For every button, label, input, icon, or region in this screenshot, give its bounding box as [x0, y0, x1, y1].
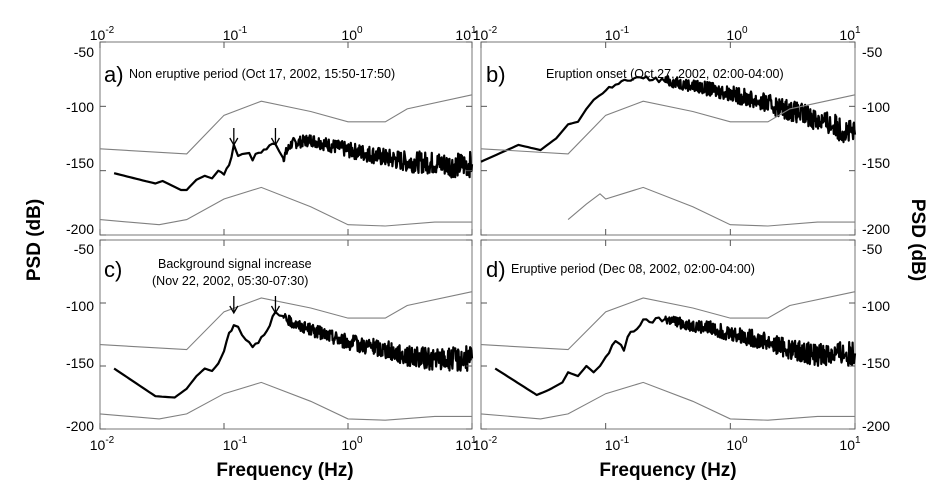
x-tick-bottom-c-2: 100 — [341, 435, 363, 453]
x-tick-top-b-0: 10-2 — [473, 25, 498, 43]
x-tick-bottom-d-3: 101 — [839, 435, 861, 453]
y-tick-right-top-2: -150 — [862, 155, 890, 171]
x-tick-top-a-3: 101 — [455, 25, 477, 43]
x-tick-bottom-c-1: 10-1 — [223, 435, 248, 453]
panel-a-series-2-noise-bound — [99, 186, 472, 227]
panel-a-ticks — [99, 41, 473, 236]
panel-d-series-0-psd — [494, 315, 857, 397]
y-tick-right-bottom-0: -50 — [862, 241, 882, 257]
panel-a-series-1-noise-bound — [99, 94, 473, 155]
panel-d-series-2-noise-bound — [480, 381, 855, 421]
panel-b-ticks — [480, 41, 856, 236]
x-tick-top-a-1: 10-1 — [223, 25, 248, 43]
series-layer — [99, 75, 857, 421]
y-tick-left-top-0: -50 — [74, 44, 94, 60]
x-tick-top-b-1: 10-1 — [605, 25, 630, 43]
panel-d-label: d) — [486, 257, 506, 282]
panel-b-title: Eruption onset (Oct 27, 2002, 02:00-04:0… — [546, 67, 784, 81]
x-tick-bottom-c-0: 10-2 — [90, 435, 115, 453]
panel-d-title: Eruptive period (Dec 08, 2002, 02:00-04:… — [511, 262, 755, 276]
x-axis-label-left: Frequency (Hz) — [216, 460, 353, 481]
y-tick-left-bottom-3: -200 — [66, 418, 94, 434]
y-tick-left-top-2: -150 — [66, 155, 94, 171]
panel-b-frame — [480, 41, 856, 236]
x-tick-top-b-2: 100 — [726, 25, 748, 43]
panel-c-arrow-0 — [229, 296, 239, 315]
y-tick-left-bottom-0: -50 — [74, 241, 94, 257]
panel-c-arrow-1 — [270, 296, 281, 315]
panel-c-series-2-noise-bound — [99, 381, 472, 421]
panel-a-arrow-0 — [229, 128, 239, 147]
x-tick-top-b-3: 101 — [839, 25, 861, 43]
panel-c-title: Background signal increase — [158, 257, 312, 271]
y-tick-left-bottom-1: -100 — [66, 298, 94, 314]
panel-c-ticks — [99, 239, 473, 430]
panel-a-arrow-1 — [270, 128, 281, 147]
y-tick-right-bottom-1: -100 — [862, 298, 890, 314]
y-tick-right-top-3: -200 — [862, 221, 890, 237]
y-tick-right-bottom-2: -150 — [862, 355, 890, 371]
panel-c-title-line2: (Nov 22, 2002, 05:30-07:30) — [152, 274, 308, 288]
panel-c-label: c) — [104, 257, 122, 282]
panel-a-frame — [99, 41, 473, 236]
y-axis-label-left: PSD (dB) — [24, 199, 45, 281]
x-axis-label-right: Frequency (Hz) — [599, 460, 736, 481]
y-tick-left-top-1: -100 — [66, 99, 94, 115]
tick-layer: 10-2 10-2 10-2 10-2 10-1 10-1 10-1 10-1 100 100 10… — [66, 25, 890, 453]
y-tick-right-top-0: -50 — [862, 44, 882, 60]
panel-b-series-0-psd — [480, 75, 857, 163]
x-tick-bottom-c-3: 101 — [455, 435, 477, 453]
panel-a-label: a) — [104, 62, 124, 87]
panel-b-series-2-noise-bound — [567, 186, 855, 227]
panel-b-series-1-noise-bound — [480, 94, 856, 155]
y-tick-right-top-1: -100 — [862, 99, 890, 115]
panel-c-series-0-psd — [113, 310, 474, 399]
panel-c-frame — [99, 239, 473, 430]
panel-d-ticks — [480, 239, 856, 430]
panel-d-frame — [480, 239, 856, 430]
panel-a-series-0-psd — [113, 134, 474, 192]
x-tick-top-a-2: 100 — [341, 25, 363, 43]
x-tick-top-a-0: 10-2 — [90, 25, 115, 43]
y-tick-right-bottom-3: -200 — [862, 418, 890, 434]
y-tick-left-bottom-2: -150 — [66, 355, 94, 371]
panel-d-series-1-noise-bound — [480, 291, 856, 351]
panel-a-title: Non eruptive period (Oct 17, 2002, 15:50… — [129, 67, 395, 81]
panel-frames — [99, 41, 856, 430]
y-tick-left-top-3: -200 — [66, 221, 94, 237]
x-tick-bottom-d-2: 100 — [726, 435, 748, 453]
panel-b-label: b) — [486, 62, 506, 87]
panel-c-series-1-noise-bound — [99, 291, 473, 351]
x-tick-bottom-d-0: 10-2 — [473, 435, 498, 453]
y-axis-label-right: PSD (dB) — [907, 199, 928, 281]
x-tick-bottom-d-1: 10-1 — [605, 435, 630, 453]
